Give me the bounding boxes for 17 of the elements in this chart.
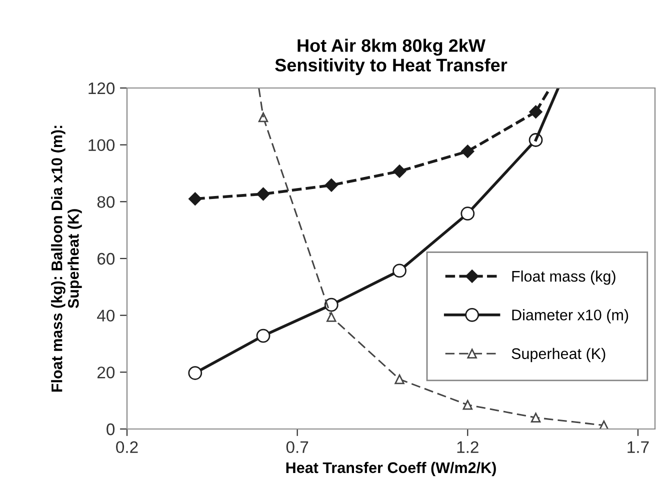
y-tick-label: 40 — [97, 310, 115, 322]
y-tick-label: 0 — [106, 423, 115, 436]
y-tick-label: 80 — [97, 196, 115, 208]
legend-label: Diameter x10 (m) — [512, 309, 628, 324]
y-tick-label: 120 — [88, 82, 115, 94]
x-tick-label: 0.7 — [286, 441, 308, 454]
x-axis-title: Heat Transfer Coeff (W/m2/K) — [286, 462, 496, 476]
chart-title: Hot Air 8km 80kg 2kW Sensitivity to Heat Transfer — [275, 38, 508, 76]
x-tick-label: 1.2 — [457, 441, 478, 453]
legend-label: Superheat (K) — [512, 348, 606, 362]
y-tick-label: 60 — [98, 252, 115, 265]
y-axis-title: Float mass (kg): Balloon Dia x10 (m): Superheat (K) — [51, 126, 82, 392]
legend-label: Float mass (kg) — [512, 270, 616, 285]
y-tick-label: 20 — [97, 366, 115, 378]
x-tick-label: 0.2 — [116, 441, 138, 454]
x-tick-label: 1.7 — [628, 441, 649, 453]
y-tick-label: 100 — [88, 139, 115, 152]
